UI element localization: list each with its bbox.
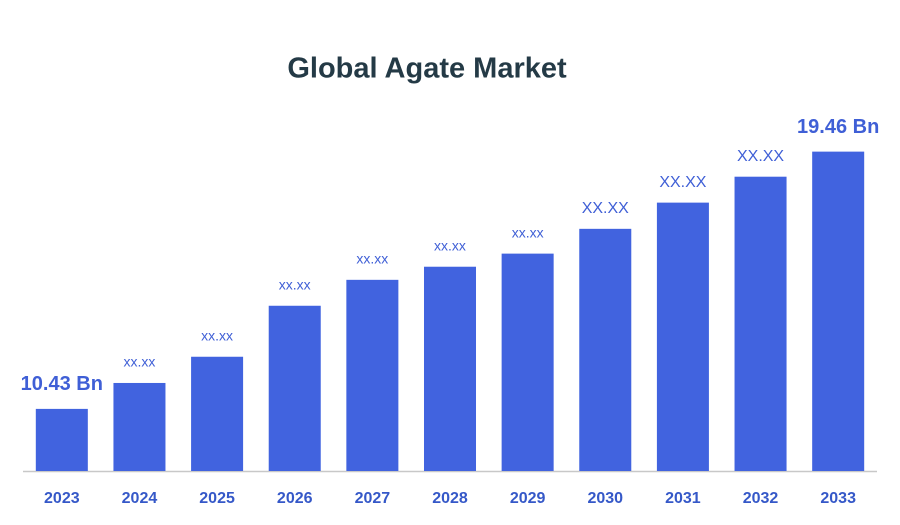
value-label: XX.XX [659, 174, 706, 191]
x-tick-label: 2030 [587, 490, 623, 507]
bar [501, 253, 554, 471]
x-tick-label: 2028 [432, 490, 468, 507]
x-tick-label: 2031 [665, 490, 701, 507]
value-label: 19.46 Bn [797, 116, 879, 138]
x-tick-label: 2023 [44, 490, 80, 507]
value-label: XX.XX [737, 148, 784, 165]
chart-title: Global Agate Market [287, 53, 567, 85]
x-tick-label: 2033 [820, 490, 856, 507]
value-label: xx.xx [201, 327, 233, 343]
x-tick-label: 2027 [355, 490, 391, 507]
value-label: xx.xx [279, 276, 311, 292]
value-label: xx.xx [356, 251, 388, 267]
x-tick-label: 2026 [277, 490, 313, 507]
x-tick-label: 2025 [199, 490, 235, 507]
bar [191, 356, 244, 471]
bar [268, 305, 321, 471]
bar [734, 176, 787, 471]
bar [656, 202, 709, 471]
value-label: xx.xx [512, 224, 544, 240]
value-label: xx.xx [434, 237, 466, 253]
x-tick-label: 2032 [743, 490, 779, 507]
bar [35, 408, 88, 471]
bar [812, 151, 865, 471]
x-tick-label: 2029 [510, 490, 546, 507]
bar [579, 228, 632, 471]
bar [113, 382, 166, 471]
bar [346, 279, 399, 471]
value-label: XX.XX [582, 200, 629, 217]
value-label: 10.43 Bn [21, 373, 103, 395]
value-label: xx.xx [124, 354, 156, 370]
bar [423, 266, 477, 471]
x-tick-label: 2024 [122, 490, 158, 507]
